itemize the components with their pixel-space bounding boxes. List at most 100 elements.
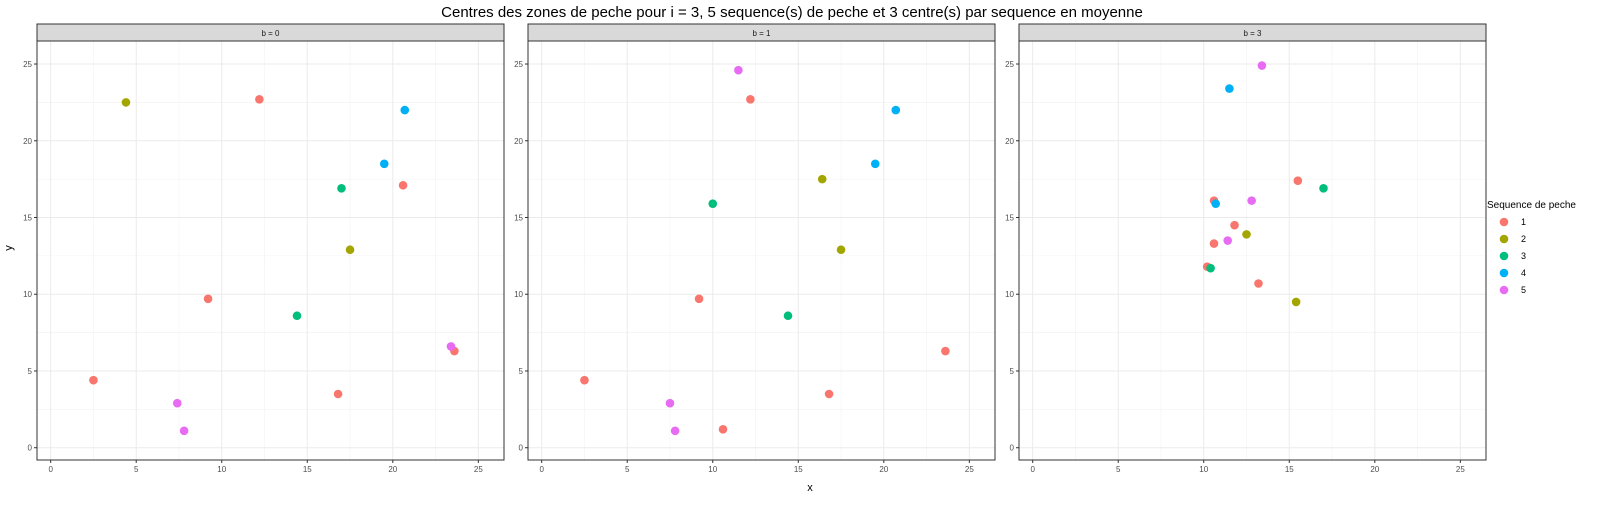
data-point-series-5 (670, 426, 680, 436)
data-point-series-1 (1230, 220, 1239, 230)
data-point-series-1 (580, 375, 589, 385)
data-point-series-1 (203, 294, 213, 304)
legend-label: 2 (1521, 234, 1526, 244)
data-point-series-2 (1291, 297, 1301, 307)
x-axis-label: x (807, 482, 813, 494)
x-tick-label: 10 (708, 465, 717, 474)
data-point-series-2 (817, 174, 827, 184)
legend-key-2 (1499, 234, 1509, 244)
data-point-series-4 (891, 105, 901, 115)
legend-label: 3 (1521, 251, 1526, 261)
x-tick-label: 25 (1456, 465, 1465, 474)
y-tick-label: 25 (1005, 60, 1014, 69)
x-tick-label: 10 (1199, 465, 1208, 474)
data-point-series-2 (836, 245, 846, 255)
legend-key-3 (1499, 251, 1509, 261)
facet-panel: b = 0 0 5 10 15 20 25 0 5 10 15 20 25 (23, 23, 505, 474)
data-point-series-1 (333, 389, 343, 399)
y-axis-label: y (3, 245, 15, 251)
data-point-series-1 (718, 425, 728, 434)
x-tick-label: 5 (625, 465, 630, 474)
data-point-series-1 (1209, 239, 1219, 248)
data-point-series-5 (1257, 61, 1267, 70)
data-point-series-3 (337, 184, 346, 193)
legend-label: 1 (1521, 217, 1526, 227)
x-tick-label: 15 (303, 465, 312, 474)
data-point-series-3 (708, 199, 718, 208)
y-tick-label: 0 (519, 444, 524, 453)
y-tick-label: 25 (514, 60, 523, 69)
x-tick-label: 0 (539, 465, 544, 474)
facet-panel: b = 1 0 5 10 15 20 25 0 5 10 15 20 25 (514, 23, 996, 474)
data-point-series-3 (292, 311, 302, 321)
y-tick-label: 15 (514, 214, 523, 223)
data-point-series-1 (398, 180, 408, 190)
panel-border (1018, 40, 1487, 461)
data-point-series-4 (870, 159, 880, 169)
y-tick-label: 5 (519, 367, 524, 376)
x-tick-label: 0 (1030, 465, 1035, 474)
data-point-series-5 (1223, 236, 1232, 245)
x-tick-label: 0 (48, 465, 53, 474)
x-tick-label: 15 (794, 465, 803, 474)
data-point-series-4 (379, 159, 389, 169)
data-point-series-5 (446, 342, 456, 351)
y-tick-label: 15 (23, 214, 32, 223)
facet-panel: b = 3 0 5 10 15 20 25 0 5 10 15 20 25 (1005, 23, 1487, 474)
y-tick-label: 15 (1005, 214, 1014, 223)
chart-title: Centres des zones de peche pour i = 3, 5… (441, 4, 1143, 21)
y-tick-label: 10 (1005, 290, 1014, 299)
data-point-series-1 (255, 95, 264, 104)
plot-area (37, 41, 504, 460)
legend-key-4 (1499, 268, 1509, 278)
x-tick-label: 20 (879, 465, 888, 474)
data-point-series-1 (746, 95, 755, 104)
facet-strip-label: b = 3 (1243, 29, 1262, 38)
legend: Sequence de peche 1 2 3 4 5 (1487, 200, 1576, 295)
facet-strip-label: b = 0 (261, 29, 280, 38)
x-tick-label: 15 (1285, 465, 1294, 474)
data-point-series-1 (824, 389, 834, 399)
plot-area (528, 41, 995, 460)
legend-key-5 (1499, 285, 1509, 295)
data-point-series-3 (783, 311, 793, 321)
x-tick-label: 20 (1370, 465, 1379, 474)
y-tick-label: 20 (23, 137, 32, 146)
facet-strip-label: b = 1 (752, 29, 771, 38)
x-tick-label: 25 (965, 465, 974, 474)
legend-title: Sequence de peche (1487, 200, 1576, 211)
y-tick-label: 0 (1010, 444, 1015, 453)
x-tick-label: 5 (1116, 465, 1121, 474)
x-tick-label: 5 (134, 465, 139, 474)
panel-border (527, 40, 996, 461)
x-tick-label: 25 (474, 465, 483, 474)
data-point-series-2 (1242, 230, 1251, 239)
data-point-series-5 (665, 398, 675, 408)
x-tick-label: 10 (217, 465, 226, 474)
plot-area (1019, 41, 1486, 460)
y-tick-label: 20 (1005, 137, 1014, 146)
data-point-series-5 (179, 426, 189, 436)
x-tick-label: 20 (388, 465, 397, 474)
y-tick-label: 5 (28, 367, 33, 376)
data-point-series-1 (694, 294, 704, 304)
y-tick-label: 25 (23, 60, 32, 69)
data-point-series-3 (1206, 263, 1215, 273)
data-point-series-3 (1319, 184, 1328, 193)
data-point-series-2 (121, 98, 131, 107)
legend-label: 5 (1521, 285, 1526, 295)
data-point-series-5 (172, 398, 182, 408)
data-point-series-5 (1247, 196, 1256, 205)
data-point-series-4 (400, 105, 410, 115)
legend-key-1 (1499, 217, 1509, 227)
y-tick-label: 0 (28, 444, 33, 453)
data-point-series-1 (1293, 176, 1303, 185)
data-point-series-1 (941, 346, 950, 356)
data-point-series-1 (1254, 279, 1263, 288)
y-tick-label: 20 (514, 137, 523, 146)
y-tick-label: 5 (1010, 367, 1015, 376)
legend-label: 4 (1521, 268, 1526, 278)
data-point-series-4 (1211, 199, 1221, 208)
